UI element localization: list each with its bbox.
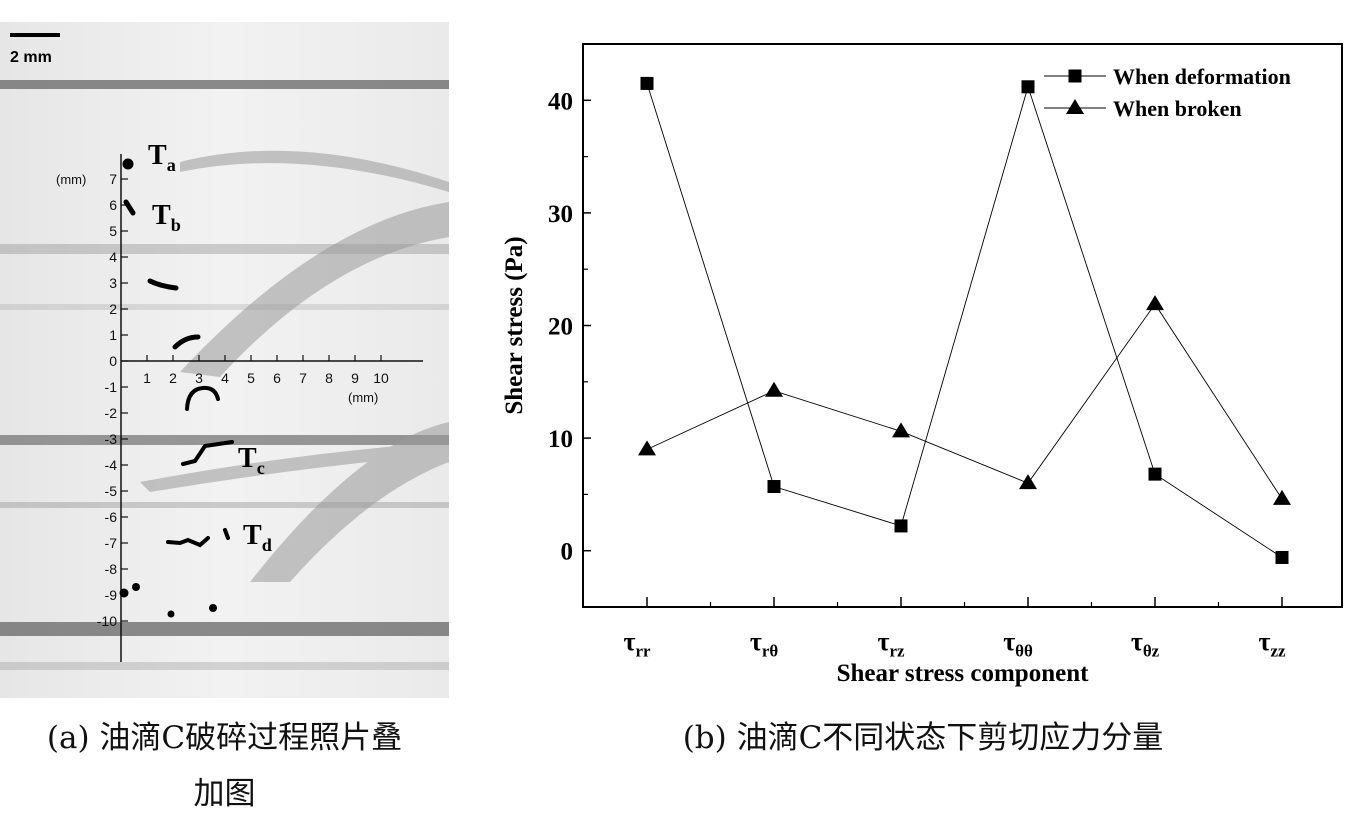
trace-label-b: Tb — [152, 200, 181, 235]
photo-y-tick-label: -8 — [105, 561, 118, 577]
photo-y-tick-label: 7 — [109, 171, 117, 187]
photo-y-tick-label: 2 — [109, 301, 117, 317]
droplet-breakup-photo: 2 mm (mm) (mm) 1 2 3 4 5 6 7 8 9 1076543210-1-2-3… — [0, 22, 449, 698]
droplet-shadows — [140, 150, 449, 582]
photo-y-tick-label: -3 — [105, 431, 118, 447]
y-axis-label: Shear stress (Pa) — [501, 236, 528, 414]
y-tick-label: 20 — [548, 314, 573, 341]
photo-x-tick-label: 8 — [325, 370, 333, 386]
data-point-when-broken — [1146, 295, 1164, 311]
data-point-when-deformation — [1275, 550, 1289, 564]
photo-x-tick-label: 2 — [169, 370, 177, 386]
x-axis-label: Shear stress component — [837, 660, 1090, 687]
y-tick-label: 10 — [548, 426, 573, 453]
photo-x-tick-label: 9 — [351, 370, 359, 386]
photo-y-tick-label: 1 — [109, 327, 117, 343]
data-point-when-broken — [1273, 489, 1291, 505]
x-tick-label-τzz: τzz — [1259, 627, 1286, 661]
photo-y-tick-label: 4 — [109, 249, 117, 265]
photo-x-tick-label: 6 — [273, 370, 281, 386]
photo-y-tick-label: -2 — [105, 405, 118, 421]
photo-y-tick-label: -6 — [105, 509, 118, 525]
photo-y-tick-label: -1 — [105, 379, 118, 395]
photo-y-tick-label: -5 — [105, 483, 118, 499]
photo-x-tick-label: 3 — [195, 370, 203, 386]
legend-marker-when-deformation — [1068, 69, 1082, 83]
caption-b: (b) 油滴C不同状态下剪切应力分量 — [682, 720, 1164, 756]
data-point-when-broken — [892, 422, 910, 438]
plot-frame — [582, 43, 1343, 608]
data-point-when-broken — [765, 381, 783, 397]
scale-bar: 2 mm — [10, 33, 60, 66]
x-tick-label-τrr: τrr — [624, 627, 651, 661]
y-tick-label: 0 — [561, 539, 574, 566]
data-point-when-deformation — [1021, 80, 1035, 94]
trace-labels: Ta Tb Tc Td — [148, 140, 272, 555]
x-tick-label-τθz: τθz — [1131, 627, 1160, 661]
legend-label-when-deformation: When deformation — [1113, 64, 1291, 89]
data-point-when-deformation — [1148, 467, 1162, 481]
photo-x-tick-label: 1 — [143, 370, 151, 386]
caption-a-line2: 加图 — [193, 776, 256, 812]
trace-label-c: Tc — [238, 443, 265, 478]
data-point-when-broken — [638, 440, 656, 456]
x-tick-label-τrθ: τrθ — [750, 627, 778, 661]
photo-axes: (mm) (mm) 1 2 3 4 5 6 7 8 9 1076543210-1-2-3-4-5-… — [56, 154, 423, 662]
data-point-when-deformation — [640, 76, 654, 90]
scale-bar-label: 2 mm — [10, 49, 52, 66]
photo-x-tick-label: 10 — [373, 370, 389, 386]
y-tick-label: 40 — [548, 88, 573, 115]
x-tick-label-τrz: τrz — [878, 627, 905, 661]
photo-x-tick-label: 7 — [299, 370, 307, 386]
photo-y-tick-label: -7 — [105, 535, 118, 551]
photo-y-tick-label: -10 — [97, 613, 117, 629]
photo-x-tick-label: 5 — [247, 370, 255, 386]
photo-y-unit: (mm) — [56, 172, 86, 187]
legend-marker-when-broken — [1066, 99, 1084, 114]
photo-y-tick-label: 5 — [109, 223, 117, 239]
caption-a-line1: (a) 油滴C破碎过程照片叠 — [46, 720, 403, 756]
droplet-traces — [119, 158, 234, 618]
series-line-when-broken — [646, 303, 1283, 500]
photo-y-tick-label: -4 — [105, 457, 118, 473]
tube-walls — [0, 80, 449, 670]
data-point-when-deformation — [767, 480, 781, 494]
data-point-when-broken — [1019, 474, 1037, 490]
photo-y-tick-label: 3 — [109, 275, 117, 291]
photo-x-unit: (mm) — [348, 390, 378, 405]
trace-label-a: Ta — [148, 140, 176, 175]
photo-x-tick-label: 4 — [221, 370, 229, 386]
y-tick-label: 30 — [548, 201, 573, 228]
photo-y-tick-label: 6 — [109, 197, 117, 213]
x-tick-label-τθθ: τθθ — [1003, 627, 1033, 661]
data-point-when-deformation — [894, 519, 908, 533]
photo-y-tick-label: -9 — [105, 587, 118, 603]
trace-label-d: Td — [243, 520, 272, 555]
legend-label-when-broken: When broken — [1113, 96, 1242, 121]
photo-y-tick-label: 0 — [109, 353, 117, 369]
series-line-when-deformation — [646, 83, 1283, 558]
